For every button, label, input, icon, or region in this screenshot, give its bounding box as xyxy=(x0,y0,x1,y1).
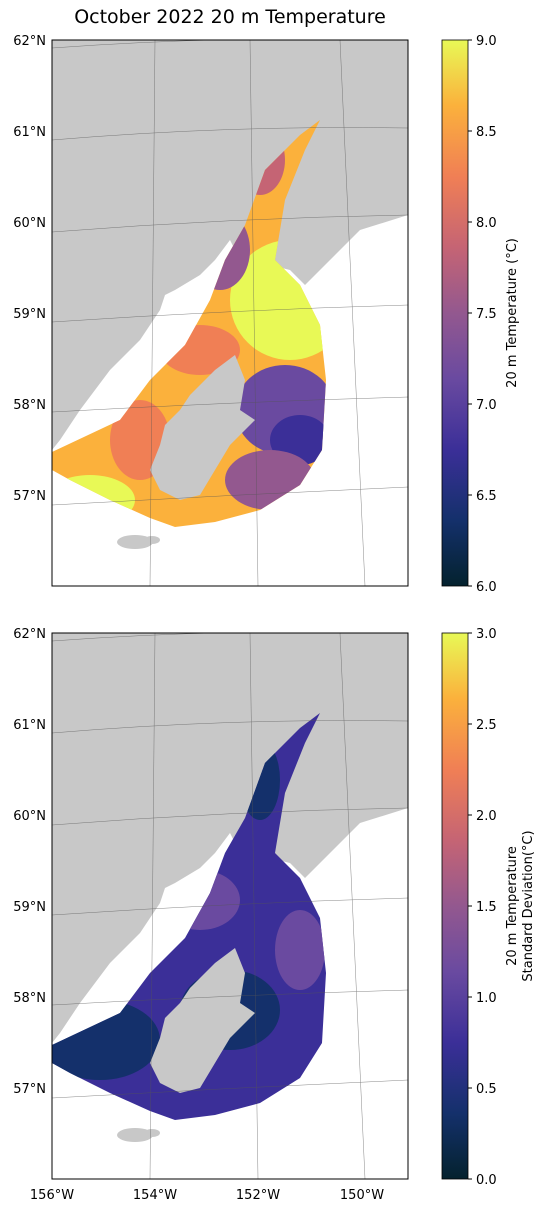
lat-label: 58°N xyxy=(13,991,46,1006)
map-panel-mean xyxy=(52,40,408,586)
mainland-land xyxy=(52,40,408,450)
colorbar-label-line1: 20 m Temperature xyxy=(505,846,520,966)
lat-label: 59°N xyxy=(13,307,46,322)
lat-label: 60°N xyxy=(13,809,46,824)
colorbar-tick: 1.0 xyxy=(476,991,497,1006)
lat-label: 61°N xyxy=(13,718,46,733)
colorbar-tick: 3.0 xyxy=(476,627,497,642)
colorbar-tick: 9.0 xyxy=(476,34,497,49)
mainland-land xyxy=(52,633,408,1043)
colorbar-label: 20 m Temperature (°C) xyxy=(505,238,520,388)
colorbar-tick: 8.0 xyxy=(476,216,497,231)
colorbar-label-line2: Standard Deviation(°C) xyxy=(521,830,536,981)
colorbar-tick: 6.5 xyxy=(476,489,497,504)
colorbar-tick: 0.5 xyxy=(476,1082,497,1097)
lat-label: 57°N xyxy=(13,1082,46,1097)
figure-title: October 2022 20 m Temperature xyxy=(74,6,386,28)
lat-label: 62°N xyxy=(13,627,46,642)
lon-label: 154°W xyxy=(133,1188,177,1203)
colorbar-tick: 2.0 xyxy=(476,809,497,824)
map-panel-std xyxy=(52,633,408,1179)
lon-label: 150°W xyxy=(340,1188,384,1203)
colorbar-tick: 8.5 xyxy=(476,125,497,140)
lat-label: 59°N xyxy=(13,900,46,915)
colorbar-mean: 9.0 8.5 8.0 7.5 7.0 6.5 6.0 20 m Tempera… xyxy=(441,34,520,595)
lon-label: 156°W xyxy=(30,1188,74,1203)
lat-label: 62°N xyxy=(13,34,46,49)
lat-label: 57°N xyxy=(13,489,46,504)
colorbar-tick: 6.0 xyxy=(476,580,497,595)
colorbar-tick: 7.5 xyxy=(476,307,497,322)
colorbar-std: 3.0 2.5 2.0 1.5 1.0 0.5 0.0 20 m Tempera… xyxy=(441,627,536,1188)
lat-label: 61°N xyxy=(13,125,46,140)
colorbar-tick: 7.0 xyxy=(476,398,497,413)
lat-label: 58°N xyxy=(13,398,46,413)
lon-label: 152°W xyxy=(236,1188,280,1203)
colorbar-tick: 2.5 xyxy=(476,718,497,733)
colorbar-tick: 1.5 xyxy=(476,900,497,915)
colorbar-tick: 0.0 xyxy=(476,1173,497,1188)
lat-label: 60°N xyxy=(13,216,46,231)
